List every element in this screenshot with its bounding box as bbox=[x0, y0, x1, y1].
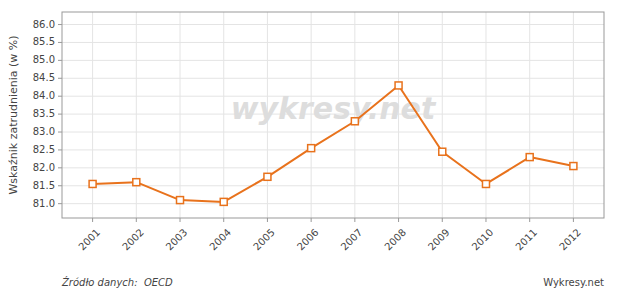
data-point bbox=[570, 163, 577, 170]
y-tick bbox=[58, 60, 62, 61]
credit-text: Wykresy.net bbox=[543, 277, 604, 288]
y-tick-label: 82.0 bbox=[33, 162, 55, 173]
x-tick bbox=[92, 218, 93, 222]
data-point bbox=[482, 180, 489, 187]
y-tick bbox=[58, 167, 62, 168]
y-tick-label: 82.5 bbox=[33, 144, 55, 155]
x-tick bbox=[223, 218, 224, 222]
y-axis: 81.0 81.5 82.0 82.5 83.0 83.5 84.0 84.5 85.0 85.5… bbox=[33, 19, 62, 209]
data-point bbox=[264, 173, 271, 180]
y-grid-line bbox=[62, 78, 604, 79]
source-text: Źródło danych: OECD bbox=[61, 276, 173, 288]
data-point bbox=[133, 179, 140, 186]
x-tick-label: 2004 bbox=[207, 227, 233, 253]
x-tick-label: 2007 bbox=[339, 227, 365, 253]
x-tick bbox=[573, 218, 574, 222]
x-tick bbox=[354, 218, 355, 222]
data-point bbox=[308, 145, 315, 152]
y-grid-line bbox=[62, 167, 604, 168]
y-tick-label: 81.5 bbox=[33, 180, 55, 191]
y-tick-label: 85.5 bbox=[33, 36, 55, 47]
y-tick bbox=[58, 203, 62, 204]
y-tick-label: 84.5 bbox=[33, 72, 55, 83]
y-grid-line bbox=[62, 60, 604, 61]
data-point bbox=[177, 197, 184, 204]
x-tick-label: 2005 bbox=[251, 227, 277, 253]
y-tick bbox=[58, 149, 62, 150]
x-tick bbox=[529, 218, 530, 222]
y-tick bbox=[58, 42, 62, 43]
y-grid-line bbox=[62, 132, 604, 133]
x-grid-line bbox=[573, 12, 574, 218]
x-tick-label: 2011 bbox=[513, 227, 539, 253]
y-tick bbox=[58, 185, 62, 186]
x-tick-label: 2010 bbox=[470, 227, 496, 253]
y-tick bbox=[58, 24, 62, 25]
x-tick-label: 2008 bbox=[382, 227, 408, 253]
x-tick bbox=[442, 218, 443, 222]
data-point bbox=[439, 148, 446, 155]
x-tick bbox=[136, 218, 137, 222]
data bbox=[89, 82, 577, 205]
x-grid-line bbox=[442, 12, 443, 218]
x-grid-line bbox=[223, 12, 224, 218]
y-tick bbox=[58, 114, 62, 115]
plot-frame bbox=[62, 12, 604, 218]
data-line bbox=[93, 85, 574, 201]
x-axis: 2001 2002 2003 2004 2005 2006 2007 2008 2009 2010… bbox=[76, 218, 583, 253]
x-tick-label: 2009 bbox=[426, 227, 452, 253]
chart: wykresy.net81.081.582.082.583.083.584.08… bbox=[0, 0, 620, 292]
x-grid-line bbox=[529, 12, 530, 218]
y-tick-label: 81.0 bbox=[33, 198, 55, 209]
x-tick-label: 2012 bbox=[557, 227, 583, 253]
y-grid-line bbox=[62, 203, 604, 204]
y-grid-line bbox=[62, 24, 604, 25]
y-tick-label: 83.0 bbox=[33, 126, 55, 137]
y-tick bbox=[58, 132, 62, 133]
y-tick bbox=[58, 96, 62, 97]
x-tick bbox=[180, 218, 181, 222]
x-tick bbox=[398, 218, 399, 222]
y-grid-line bbox=[62, 149, 604, 150]
data-point bbox=[89, 180, 96, 187]
x-grid-line bbox=[136, 12, 137, 218]
y-tick bbox=[58, 78, 62, 79]
y-tick-label: 85.0 bbox=[33, 54, 55, 65]
y-tick-label: 83.5 bbox=[33, 108, 55, 119]
x-tick-label: 2006 bbox=[295, 227, 321, 253]
x-tick-label: 2002 bbox=[120, 227, 146, 253]
data-point bbox=[220, 198, 227, 205]
x-tick bbox=[311, 218, 312, 222]
y-grid-line bbox=[62, 42, 604, 43]
x-tick-label: 2001 bbox=[76, 227, 102, 253]
x-tick-label: 2003 bbox=[164, 227, 190, 253]
grid bbox=[62, 12, 604, 218]
data-point bbox=[526, 154, 533, 161]
data-point bbox=[351, 118, 358, 125]
x-tick bbox=[485, 218, 486, 222]
x-grid-line bbox=[180, 12, 181, 218]
y-axis-label: Wskaźnik zatrudnienia (w %) bbox=[7, 35, 20, 194]
data-point bbox=[395, 82, 402, 89]
y-tick-label: 84.0 bbox=[33, 90, 55, 101]
y-tick-label: 86.0 bbox=[33, 19, 55, 30]
x-tick bbox=[267, 218, 268, 222]
